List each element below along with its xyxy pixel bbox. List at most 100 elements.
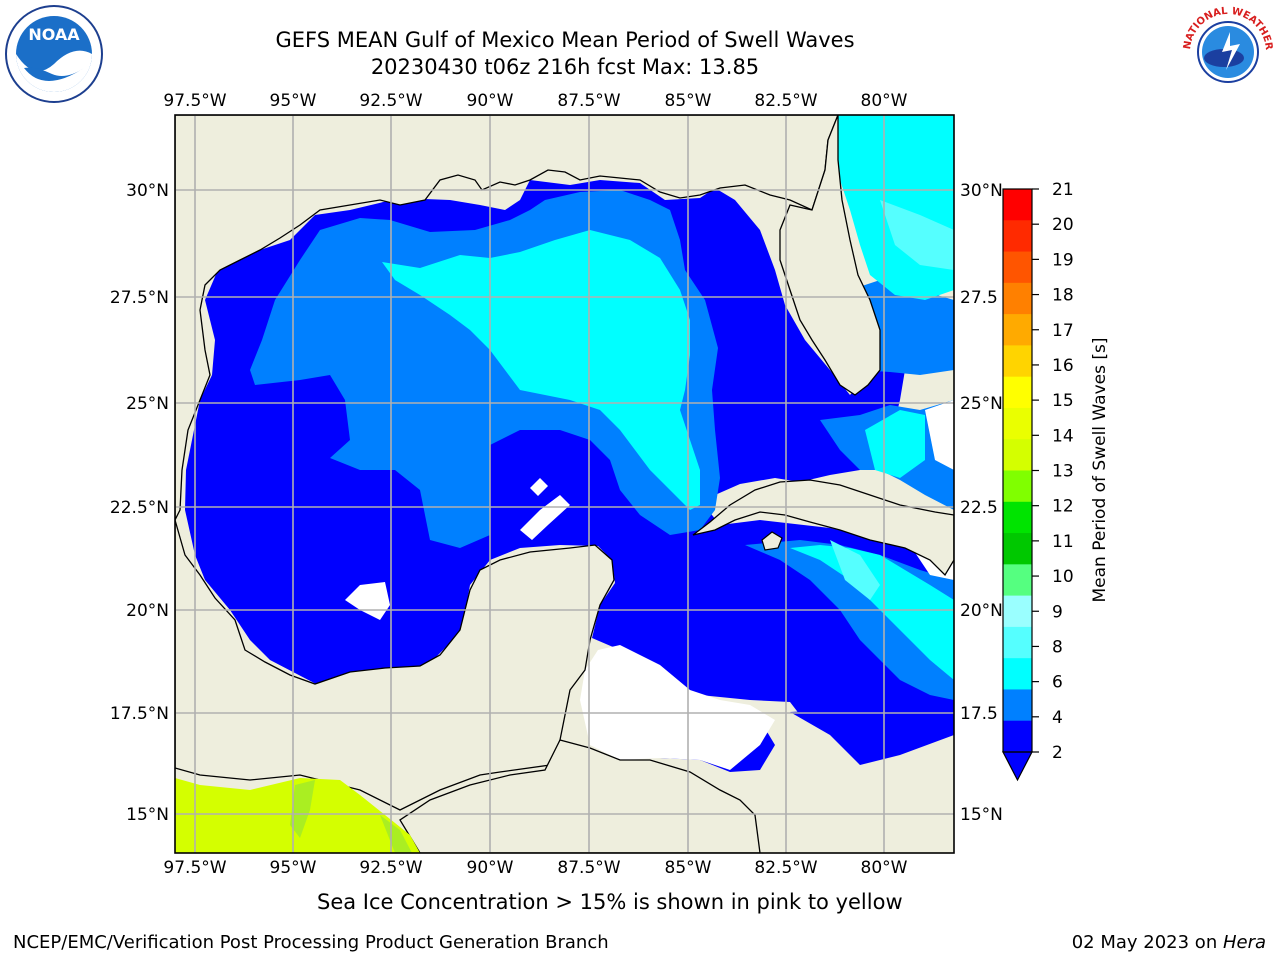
- colorbar-cell: [1003, 251, 1032, 284]
- lat-label: 22.5°N: [110, 498, 169, 518]
- land-us-gulf-coast: [175, 115, 839, 521]
- lat-label: 27.5: [960, 288, 998, 308]
- lat-label: 17.5: [960, 704, 998, 724]
- noaa-logo: NOAA: [5, 5, 103, 103]
- lon-label: 92.5°W: [359, 858, 422, 878]
- lon-label: 90°W: [467, 91, 514, 111]
- nodata-campeche-b: [530, 478, 548, 496]
- lon-labels-bottom: 97.5°W 95°W 92.5°W 90°W 87.5°W 85°W 82.5…: [163, 858, 907, 878]
- lon-label: 85°W: [665, 91, 712, 111]
- colorbar-cell: [1003, 282, 1032, 315]
- colorbar-tick-label: 4: [1052, 708, 1063, 728]
- land-mexico: [175, 519, 615, 811]
- ice-patch-green: [290, 780, 315, 838]
- lon-label: 80°W: [861, 91, 908, 111]
- lon-label: 90°W: [467, 858, 514, 878]
- colorbar-cell: [1003, 220, 1032, 253]
- colorbar-tick-label: 12: [1052, 497, 1074, 517]
- colorbar-cell: [1003, 189, 1032, 221]
- lat-label: 22.5: [960, 498, 998, 518]
- footer-host: Hera: [1222, 932, 1266, 953]
- lat-label: 25°N: [960, 394, 1003, 414]
- map-subtitle: 20230430 t06z 216h fcst Max: 13.85: [370, 55, 760, 79]
- colorbar-tick-label: 17: [1052, 321, 1074, 341]
- colorbar-cell: [1003, 376, 1032, 409]
- colorbar-tick-label: 13: [1052, 462, 1074, 482]
- colorbar-tick-label: 9: [1052, 602, 1063, 622]
- noaa-logo-text: NOAA: [28, 25, 80, 44]
- lat-label: 15°N: [126, 805, 169, 825]
- lon-label: 82.5°W: [754, 858, 817, 878]
- lon-label: 97.5°W: [163, 858, 226, 878]
- contour-6-8-caribbean: [790, 545, 954, 680]
- colorbar-tick-label: 20: [1052, 215, 1074, 235]
- colorbar-cell: [1003, 501, 1032, 534]
- colorbar-cell: [1003, 407, 1032, 440]
- lon-label: 92.5°W: [359, 91, 422, 111]
- lon-label: 82.5°W: [754, 91, 817, 111]
- lat-label: 17.5°N: [110, 704, 169, 724]
- map-title: GEFS MEAN Gulf of Mexico Mean Period of …: [275, 28, 855, 52]
- colorbar-ticks: 21 20 19 18 17 16 15 14 13 12 11 10 9 8 6 4 2: [1032, 180, 1074, 763]
- colorbar-tick-label: 19: [1052, 250, 1074, 270]
- colorbar-tick-label: 6: [1052, 673, 1063, 693]
- colorbar-cells: [1003, 189, 1032, 753]
- lat-label: 27.5°N: [110, 288, 169, 308]
- lat-label: 30°N: [960, 181, 1003, 201]
- colorbar-tick-label: 15: [1052, 391, 1074, 411]
- lon-label: 97.5°W: [163, 91, 226, 111]
- lat-gridlines: [175, 189, 954, 815]
- lat-label: 20°N: [960, 601, 1003, 621]
- colorbar-tick-label: 10: [1052, 567, 1074, 587]
- map-area: [175, 115, 954, 853]
- lon-label: 85°W: [665, 858, 712, 878]
- sea-ice-note: Sea Ice Concentration > 15% is shown in …: [317, 890, 903, 914]
- lat-labels-left: 30°N 27.5°N 25°N 22.5°N 20°N 17.5°N 15°N: [110, 181, 169, 825]
- lon-label: 87.5°W: [557, 858, 620, 878]
- footer-date: 02 May 2023 on Hera: [1072, 932, 1266, 953]
- contour-8-9-b: [830, 540, 880, 600]
- land-florida: [779, 115, 881, 396]
- colorbar-cell: [1003, 470, 1032, 503]
- footer-date-text: 02 May 2023 on: [1071, 932, 1223, 953]
- colorbar-cell: [1003, 439, 1032, 471]
- nws-logo: NATIONAL WEATHER SERVICE: [1180, 4, 1274, 98]
- colorbar-tick-label: 8: [1052, 637, 1063, 657]
- lon-label: 87.5°W: [557, 91, 620, 111]
- ice-patch-green2: [380, 815, 412, 853]
- contour-2-4-south: [790, 700, 954, 765]
- colorbar-cell: [1003, 595, 1032, 628]
- lat-labels-right: 30°N 27.5 25°N 22.5 20°N 17.5 15°N: [960, 181, 1003, 825]
- footer-branch: NCEP/EMC/Verification Post Processing Pr…: [13, 932, 609, 953]
- lon-label: 95°W: [270, 91, 317, 111]
- colorbar-cell: [1003, 533, 1032, 565]
- contour-8-9-a: [880, 200, 954, 270]
- colorbar-cell: [1003, 658, 1032, 690]
- colorbar-tick-label: 14: [1052, 426, 1074, 446]
- nodata-yucatan-east: [580, 645, 775, 770]
- colorbar-cell: [1003, 564, 1032, 597]
- land-isla-juventud: [761, 531, 783, 551]
- lon-gridlines: [194, 115, 885, 853]
- colorbar-tick-label: 21: [1052, 180, 1074, 200]
- colorbar-cell: [1003, 626, 1032, 659]
- nodata-florida-keys: [925, 400, 954, 470]
- colorbar-tick-label: 16: [1052, 356, 1074, 376]
- lat-label: 15°N: [960, 805, 1003, 825]
- lat-label: 25°N: [126, 394, 169, 414]
- colorbar-cell: [1003, 314, 1032, 346]
- land-cuba: [692, 479, 954, 577]
- colorbar-tick-label: 18: [1052, 286, 1074, 306]
- colorbar: 21 20 19 18 17 16 15 14 13 12 11 10 9 8 6 4 2 Mean Perio…: [1002, 180, 1110, 782]
- colorbar-cell: [1003, 345, 1032, 378]
- lon-label: 95°W: [270, 858, 317, 878]
- lat-label: 20°N: [126, 601, 169, 621]
- contour-6-8-straits: [865, 410, 925, 478]
- lat-label: 30°N: [126, 181, 169, 201]
- colorbar-cell: [1003, 689, 1032, 722]
- map-frame: [174, 114, 955, 854]
- colorbar-tick-label: 11: [1052, 532, 1074, 552]
- colorbar-tick-label: 2: [1052, 743, 1063, 763]
- contour-6-8: [382, 230, 700, 510]
